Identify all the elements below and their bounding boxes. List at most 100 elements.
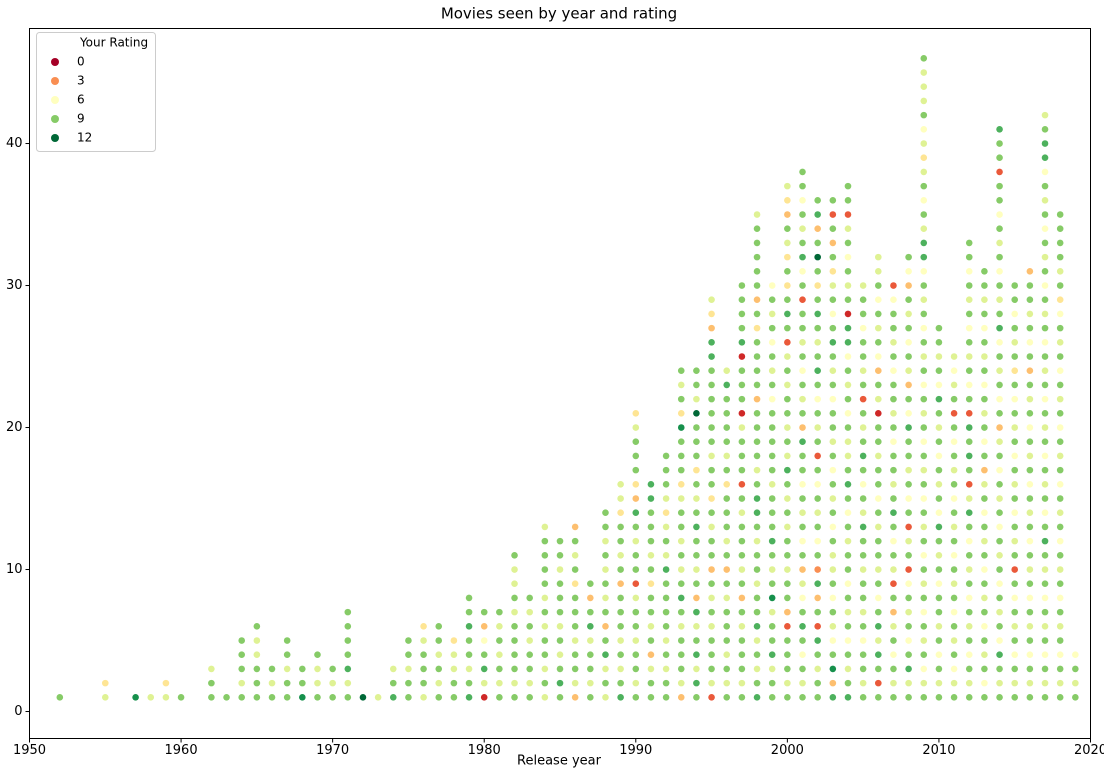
movie-dot <box>996 580 1003 588</box>
movie-dot <box>723 523 731 531</box>
movie-dot <box>708 381 715 389</box>
movie-dot <box>480 679 488 687</box>
movie-dot <box>890 608 897 616</box>
movie-dot <box>784 623 791 630</box>
movie-dot <box>768 665 776 673</box>
movie-dot <box>814 679 821 687</box>
movie-dot <box>677 367 685 375</box>
movie-dot <box>920 381 928 389</box>
movie-dot <box>814 239 821 247</box>
movie-dot <box>829 268 837 275</box>
movie-dot <box>905 481 912 488</box>
movie-dot <box>829 651 837 659</box>
movie-dot <box>693 495 700 502</box>
movie-dot <box>556 623 564 630</box>
movie-dot <box>965 637 973 644</box>
movie-dot <box>693 438 700 446</box>
movie-dot <box>905 665 912 673</box>
movie-dot <box>571 552 579 559</box>
movie-dot <box>1041 694 1049 701</box>
movie-dot <box>859 481 867 488</box>
movie-dot <box>920 211 928 218</box>
movie-dot <box>693 452 700 460</box>
movie-dot <box>965 282 973 289</box>
movie-dot <box>647 481 655 488</box>
movie-dot <box>890 594 897 602</box>
movie-dot <box>814 651 821 659</box>
movie-dot <box>829 694 837 701</box>
movie-dot <box>965 623 973 630</box>
movie-dot <box>996 168 1003 176</box>
movie-dot <box>890 353 897 360</box>
movie-dot <box>996 296 1003 304</box>
y-tick-label: 20 <box>6 420 23 435</box>
movie-dot <box>1041 111 1049 119</box>
movie-dot <box>799 608 806 616</box>
movie-dot <box>723 694 731 701</box>
movie-dot <box>1041 339 1049 346</box>
movie-dot <box>981 679 988 687</box>
movie-dot <box>465 623 473 630</box>
movie-dot <box>920 495 928 502</box>
movie-dot <box>662 537 670 545</box>
movie-dot <box>723 367 731 375</box>
movie-dot <box>768 552 776 559</box>
movie-dot <box>784 481 791 488</box>
movie-dot <box>875 580 882 588</box>
movie-dot <box>859 424 867 431</box>
movie-dot <box>1026 509 1034 517</box>
movie-dot <box>920 268 928 275</box>
movie-dot <box>844 410 852 417</box>
movie-dot <box>1056 239 1064 247</box>
movie-dot <box>814 608 821 616</box>
movie-dot <box>799 594 806 602</box>
movie-dot <box>1026 410 1034 417</box>
movie-dot <box>1041 225 1049 233</box>
movie-dot <box>238 694 245 701</box>
movie-dot <box>1056 424 1064 431</box>
movie-dot <box>587 637 594 644</box>
movie-dot <box>693 679 700 687</box>
movie-dot <box>935 410 943 417</box>
movie-dot <box>753 282 761 289</box>
movie-dot <box>708 637 715 644</box>
movie-dot <box>1056 268 1064 275</box>
movie-dot <box>996 694 1003 701</box>
movie-dot <box>844 296 852 304</box>
movie-dot <box>662 665 670 673</box>
movie-dot <box>1026 594 1034 602</box>
movie-dot <box>1026 310 1034 318</box>
movie-dot <box>374 694 382 701</box>
movie-dot <box>1056 296 1064 304</box>
movie-dot <box>890 466 897 474</box>
movie-dot <box>981 466 988 474</box>
movie-dot <box>526 665 533 673</box>
movie-dot <box>738 509 746 517</box>
movie-dot <box>1011 523 1019 531</box>
movie-dot <box>662 552 670 559</box>
movie-dot <box>784 253 791 261</box>
movie-dot <box>935 580 943 588</box>
movie-dot <box>647 566 655 573</box>
movie-dot <box>753 324 761 332</box>
movie-dot <box>844 253 852 261</box>
movie-dot <box>799 665 806 673</box>
movie-dot <box>981 552 988 559</box>
movie-dot <box>283 651 291 659</box>
x-tick-label: 2020 <box>1074 743 1104 758</box>
movie-dot <box>556 608 564 616</box>
movie-dot <box>875 395 882 403</box>
movie-dot <box>799 424 806 431</box>
movie-dot <box>875 381 882 389</box>
movie-dot <box>662 481 670 488</box>
movie-dot <box>662 623 670 630</box>
movie-dot <box>981 324 988 332</box>
movie-dot <box>738 566 746 573</box>
movie-dot <box>890 537 897 545</box>
movie-dot <box>738 495 746 502</box>
movie-dot <box>799 495 806 502</box>
movie-dot <box>935 495 943 502</box>
movie-dot <box>981 296 988 304</box>
movie-dot <box>859 410 867 417</box>
movie-dot <box>875 296 882 304</box>
